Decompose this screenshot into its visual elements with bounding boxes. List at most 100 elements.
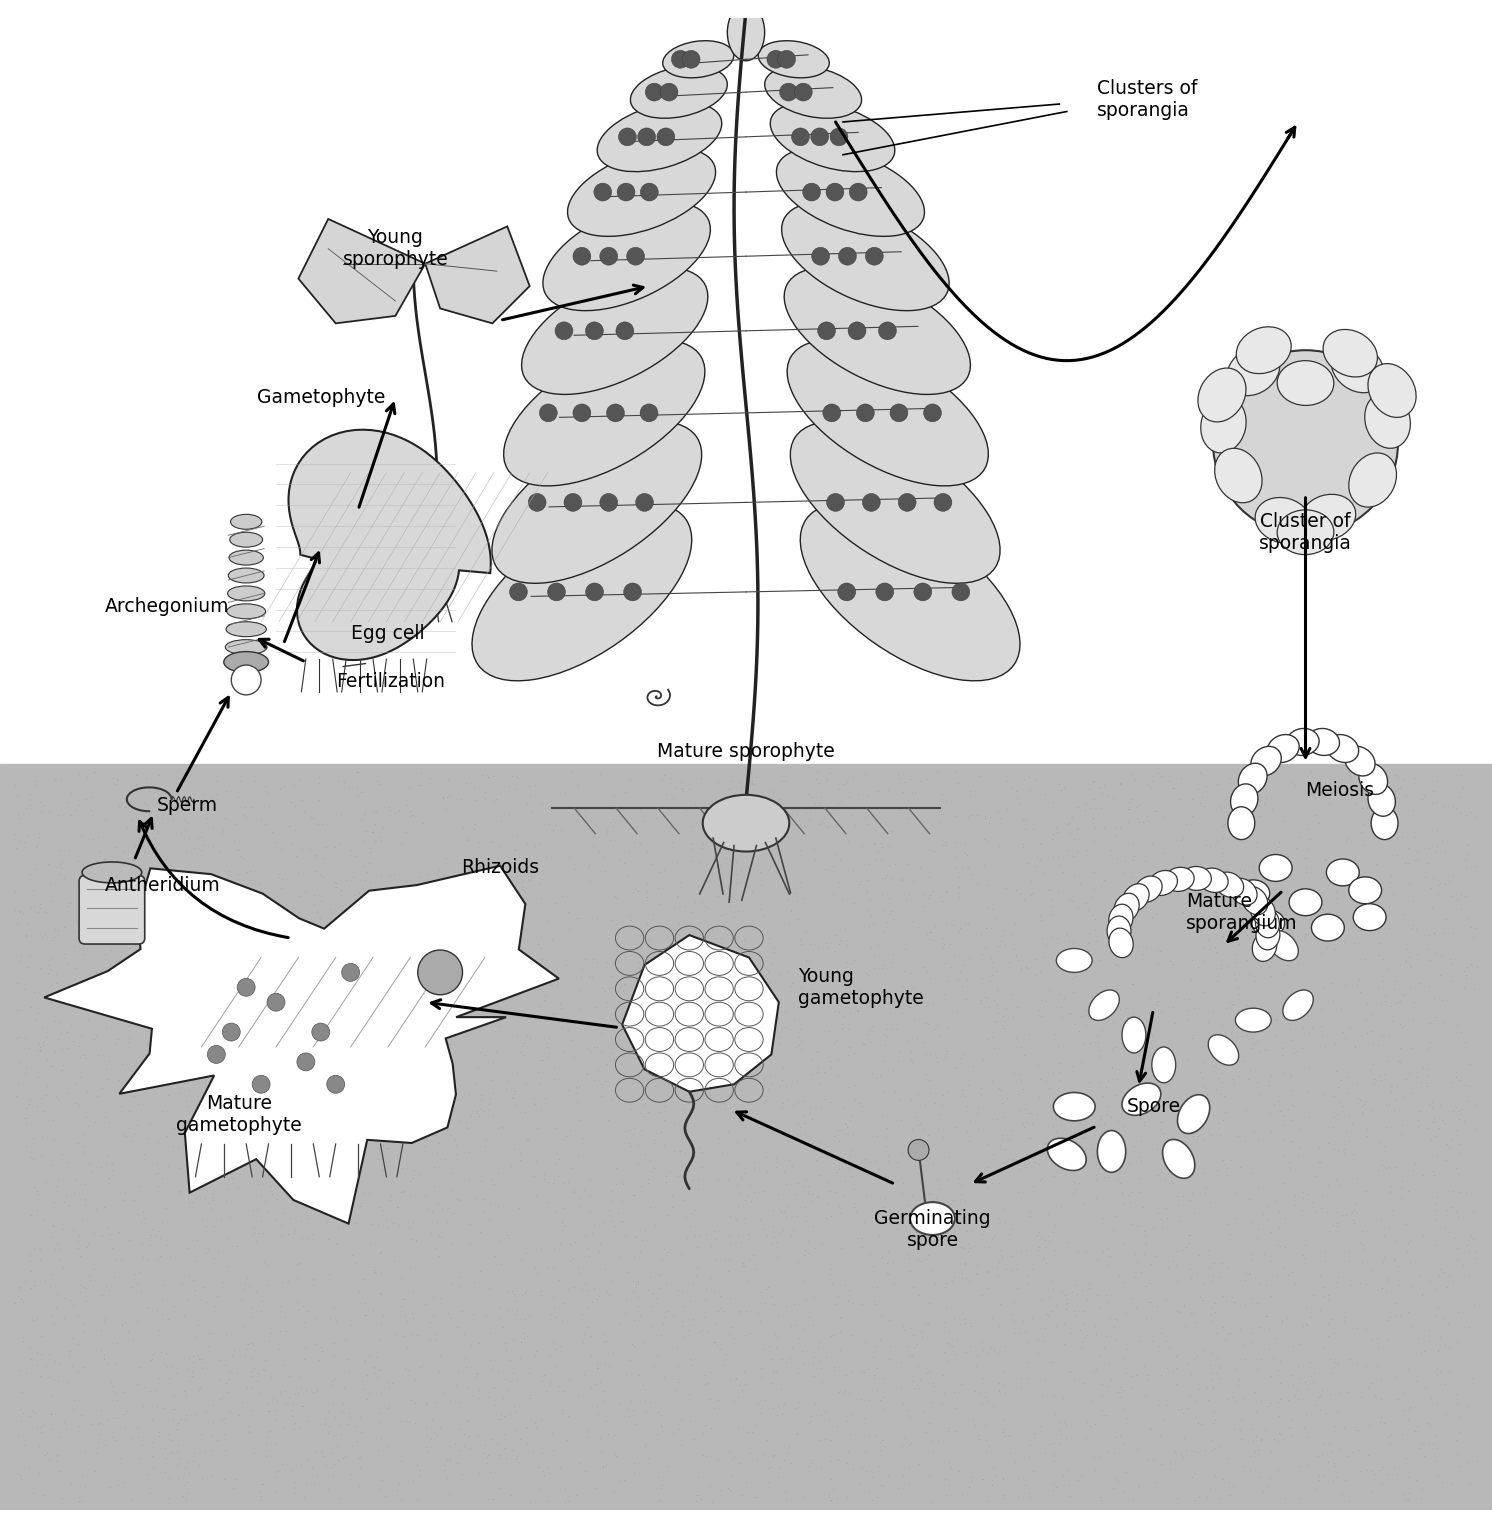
Point [819,1203,843,1228]
Point [206,1284,230,1309]
Point [327,970,351,994]
Point [176,1368,200,1393]
Point [231,1142,255,1167]
Point [868,846,892,870]
Point [1379,1422,1402,1446]
Ellipse shape [1277,360,1334,406]
Point [40,1214,64,1238]
Point [1132,1385,1156,1409]
Point [431,1380,455,1405]
Point [515,1241,539,1266]
Point [862,944,886,968]
Point [873,1434,897,1458]
Point [622,1116,646,1141]
Point [1441,1098,1465,1122]
Point [1253,935,1277,959]
Point [198,1136,222,1161]
Point [815,967,839,991]
Point [755,1428,779,1452]
Point [841,1121,865,1145]
Point [1385,1365,1408,1390]
Circle shape [600,493,618,512]
Point [451,815,474,840]
Point [1198,1353,1222,1377]
Point [652,1312,676,1336]
Point [1392,1481,1416,1506]
Point [713,1090,737,1115]
Point [991,1104,1015,1128]
Point [683,1150,707,1174]
Point [941,944,965,968]
Point [683,791,707,815]
Point [194,805,218,829]
Point [510,1034,534,1058]
Point [374,1434,398,1458]
Point [970,1222,994,1246]
Point [282,773,306,797]
Point [891,1391,915,1416]
Point [1055,1141,1079,1165]
Point [1355,1458,1379,1483]
Point [1079,1116,1103,1141]
Point [579,1342,603,1367]
Point [800,1188,824,1212]
Point [1015,1365,1038,1390]
Point [327,1096,351,1121]
Point [215,1254,239,1278]
Point [1001,1289,1025,1313]
Point [1332,1467,1356,1492]
Point [497,1298,521,1322]
Point [1037,1223,1061,1248]
Point [1192,980,1216,1005]
Point [1146,989,1170,1014]
Point [240,1048,264,1072]
Point [178,1460,201,1484]
Point [327,1191,351,1215]
Point [798,1048,822,1072]
Point [1240,776,1264,800]
Point [1192,1338,1216,1362]
Point [297,1035,321,1060]
Point [163,1293,186,1318]
Point [1310,1014,1334,1038]
Point [1323,1058,1347,1083]
Point [1256,928,1280,953]
Point [1120,1286,1144,1310]
Point [43,768,67,793]
Point [994,1138,1018,1162]
Point [73,1186,97,1211]
Point [1425,1356,1449,1380]
Point [724,849,747,873]
Point [1425,1339,1449,1364]
Point [504,777,528,802]
Point [72,1135,95,1159]
Point [1209,1434,1232,1458]
Text: Fertilization: Fertilization [336,672,445,690]
Point [639,1194,662,1219]
Point [1053,1296,1077,1321]
Point [513,948,537,973]
Point [163,1397,186,1422]
Point [619,1098,643,1122]
Point [528,1280,552,1304]
Point [819,985,843,1009]
Point [906,1113,930,1138]
Point [1365,1354,1389,1379]
Point [818,1019,841,1043]
Point [131,834,155,858]
Point [985,906,1009,930]
Point [427,1243,451,1267]
Point [1191,1049,1214,1073]
Point [131,1200,155,1225]
Point [434,796,458,820]
Point [788,838,812,863]
Point [1274,1235,1298,1260]
Point [1444,1382,1468,1406]
Point [75,788,98,812]
Ellipse shape [1371,806,1398,840]
Point [181,901,204,925]
Point [713,1096,737,1121]
Point [937,1451,961,1475]
Point [182,1174,206,1199]
Point [733,1254,756,1278]
